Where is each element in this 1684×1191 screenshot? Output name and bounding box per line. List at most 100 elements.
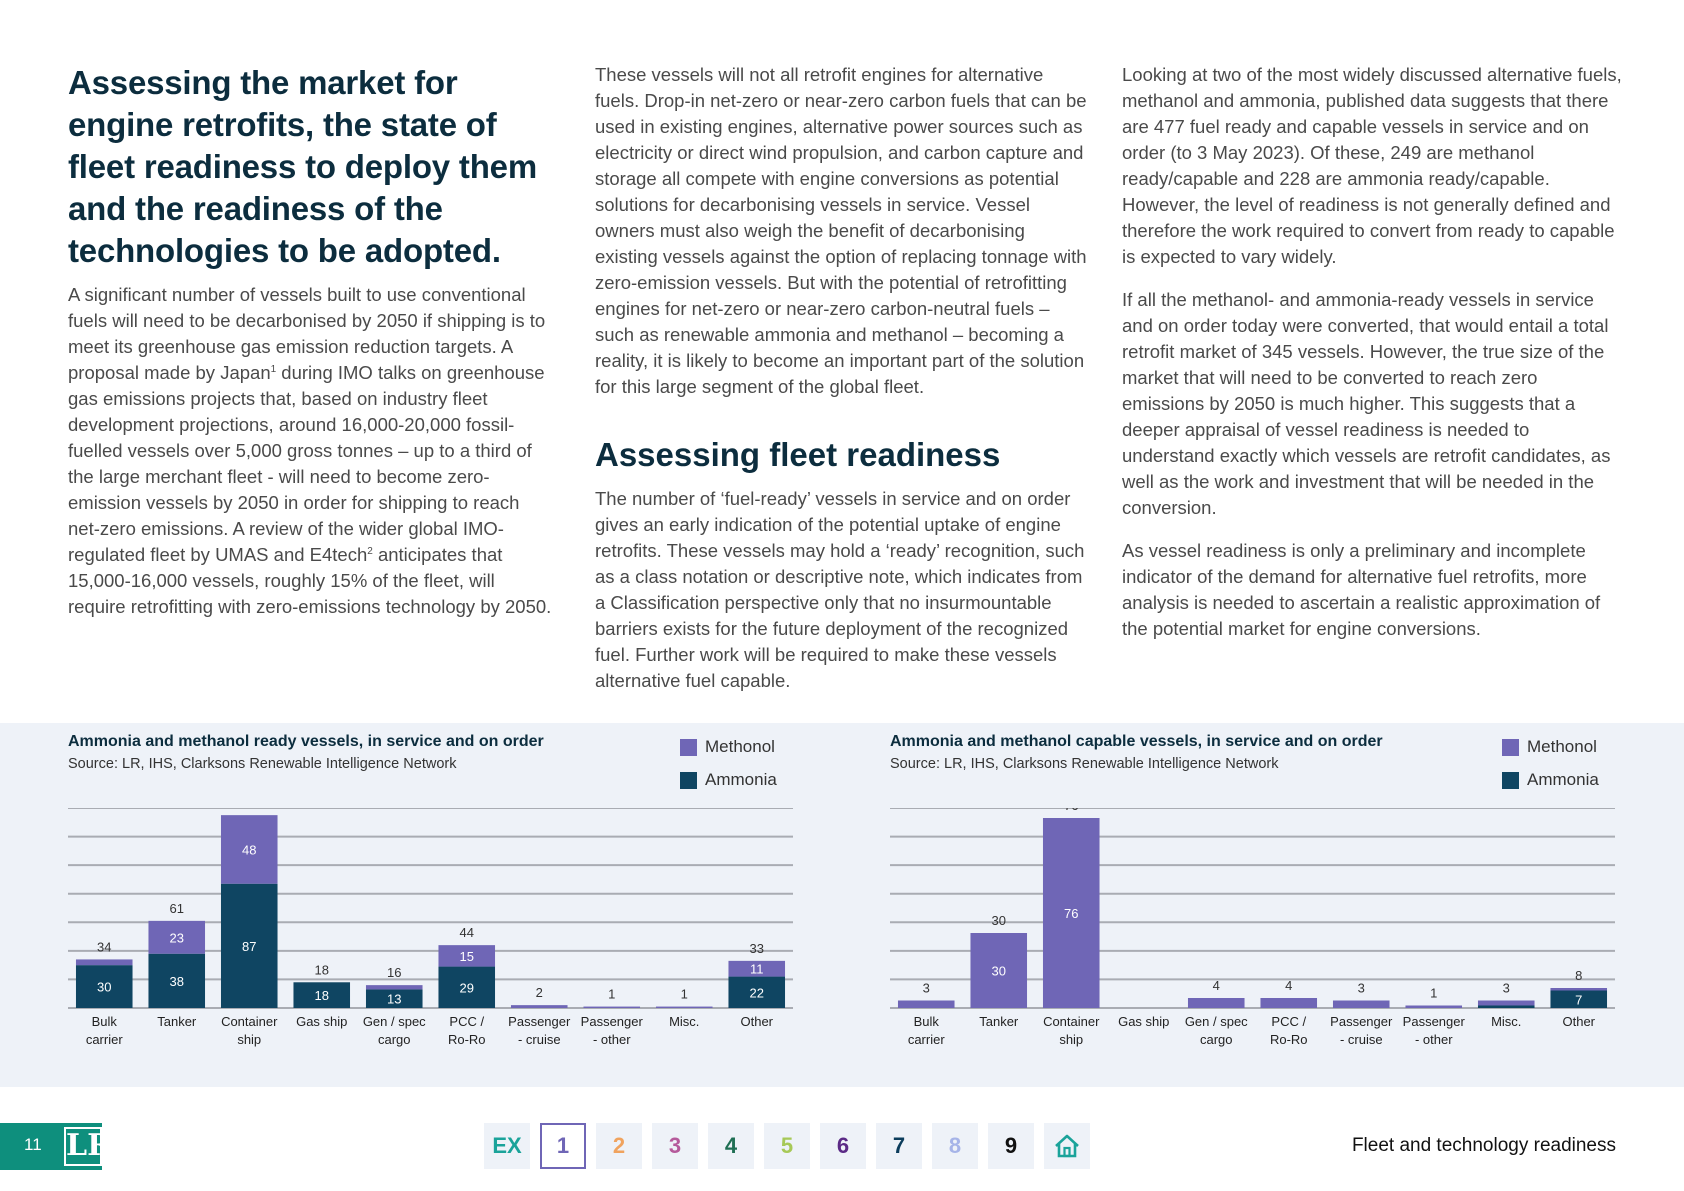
total-label-0: 3 bbox=[923, 981, 930, 996]
intro-paragraph: A significant number of vessels built to… bbox=[68, 284, 552, 617]
category-label-9: Other bbox=[740, 1014, 773, 1029]
category-label-3: Gas ship bbox=[1118, 1014, 1169, 1029]
nav-item-5[interactable]: 5 bbox=[764, 1123, 810, 1169]
bar-methanol-0 bbox=[897, 1000, 955, 1008]
lr-logo[interactable]: LR bbox=[64, 1127, 112, 1166]
chart-1-ready-vessels: 30 34 Bulk carrier 38 23 61 Tanker 87 48 135 Contai… bbox=[68, 808, 793, 1047]
home-icon[interactable] bbox=[1044, 1123, 1090, 1169]
total-label-1: 61 bbox=[170, 901, 184, 916]
data-label-methanol-1: 23 bbox=[170, 930, 184, 945]
legend-swatch-methanol bbox=[1502, 738, 1519, 756]
chart-2-legend-methanol: Methonol bbox=[1502, 737, 1597, 757]
category-label-2: ship bbox=[237, 1032, 261, 1047]
nav-item-3[interactable]: 3 bbox=[652, 1123, 698, 1169]
category-label-6: Passenger bbox=[1330, 1014, 1393, 1029]
bar-methanol-5 bbox=[438, 945, 496, 967]
chart-1-title: Ammonia and methanol ready vessels, in s… bbox=[68, 733, 544, 750]
footnote-1[interactable]: 1 bbox=[270, 363, 277, 375]
total-label-8: 1 bbox=[681, 987, 688, 1002]
nav-item-1[interactable]: 1 bbox=[540, 1123, 586, 1169]
data-label-methanol-5: 15 bbox=[460, 949, 474, 964]
page-number: 11 bbox=[24, 1135, 42, 1154]
category-label-4: cargo bbox=[378, 1032, 411, 1047]
legend-swatch-ammonia bbox=[680, 771, 697, 789]
nav-item-4[interactable]: 4 bbox=[708, 1123, 754, 1169]
category-label-1: Tanker bbox=[979, 1014, 1019, 1029]
section-heading-fleet-readiness: Assessing fleet readiness bbox=[595, 436, 1001, 473]
main-heading: Assessing the market for engine retrofit… bbox=[68, 64, 537, 269]
total-label-1: 30 bbox=[992, 913, 1006, 928]
data-label-ammonia-9: 7 bbox=[1575, 992, 1582, 1007]
category-label-6: Passenger bbox=[508, 1014, 571, 1029]
legend-swatch-ammonia bbox=[1502, 771, 1519, 789]
data-label-methanol-9: 11 bbox=[750, 962, 764, 977]
bar-methanol-2 bbox=[1042, 818, 1100, 1008]
category-label-8: Misc. bbox=[669, 1014, 699, 1029]
category-label-6: - cruise bbox=[518, 1032, 561, 1047]
category-label-5: Ro-Ro bbox=[448, 1032, 486, 1047]
total-label-6: 3 bbox=[1358, 981, 1365, 996]
data-label-ammonia-3: 18 bbox=[315, 988, 329, 1003]
category-label-1: Tanker bbox=[157, 1014, 197, 1029]
total-label-3: 18 bbox=[315, 962, 329, 977]
bar-methanol-4 bbox=[365, 985, 423, 990]
total-label-6: 2 bbox=[536, 985, 543, 1000]
total-label-4: 16 bbox=[387, 965, 401, 980]
chart-2-title: Ammonia and methanol capable vessels, in… bbox=[890, 733, 1383, 750]
bar-methanol-7 bbox=[583, 1006, 641, 1008]
category-label-8: Misc. bbox=[1491, 1014, 1521, 1029]
data-label-ammonia-1: 38 bbox=[170, 974, 184, 989]
paragraph-methanol-ammonia: Looking at two of the most widely discus… bbox=[1122, 64, 1622, 267]
chart-1-source: Source: LR, IHS, Clarksons Renewable Int… bbox=[68, 756, 457, 772]
chart-2-source: Source: LR, IHS, Clarksons Renewable Int… bbox=[890, 756, 1279, 772]
total-label-8: 3 bbox=[1503, 981, 1510, 996]
bar-methanol-8 bbox=[655, 1006, 713, 1008]
section-navigation: EX 1 2 3 4 5 6 7 8 9 bbox=[484, 1123, 1090, 1169]
nav-item-2[interactable]: 2 bbox=[596, 1123, 642, 1169]
category-label-4: Gen / spec bbox=[363, 1014, 426, 1029]
total-label-2: 135 bbox=[238, 808, 260, 810]
total-label-7: 1 bbox=[608, 987, 615, 1002]
category-label-5: PCC / bbox=[449, 1014, 484, 1029]
total-label-5: 4 bbox=[1285, 978, 1292, 993]
bar-methanol-5 bbox=[1260, 998, 1318, 1008]
paragraph-retrofit-market: If all the methanol- and ammonia-ready v… bbox=[1122, 289, 1611, 518]
total-label-4: 4 bbox=[1213, 978, 1220, 993]
nav-item-6[interactable]: 6 bbox=[820, 1123, 866, 1169]
data-label-ammonia-5: 29 bbox=[460, 980, 474, 995]
column-1: Assessing the market for engine retrofit… bbox=[68, 62, 554, 620]
category-label-5: Ro-Ro bbox=[1270, 1032, 1308, 1047]
bar-methanol-6 bbox=[510, 1005, 568, 1008]
bar-methanol-0 bbox=[75, 959, 133, 966]
chart-2-capable-vessels: 3 Bulk carrier 30 30 Tanker 76 76 Container ship G… bbox=[890, 808, 1615, 1047]
chart-2-legend-ammonia: Ammonia bbox=[1502, 770, 1599, 790]
data-label-ammonia-2: 87 bbox=[242, 939, 256, 954]
bar-ammonia-5 bbox=[438, 966, 496, 1008]
paragraph-fuel-ready: The number of ‘fuel-ready’ vessels in se… bbox=[595, 488, 1085, 691]
footer: 11 LR EX 1 2 3 4 5 6 7 8 9 Fleet and technology r… bbox=[0, 1123, 1684, 1171]
bar-methanol-7 bbox=[1405, 1005, 1463, 1008]
category-label-4: cargo bbox=[1200, 1032, 1233, 1047]
category-label-9: Other bbox=[1562, 1014, 1595, 1029]
category-label-2: Container bbox=[1043, 1014, 1100, 1029]
bar-ammonia-1 bbox=[148, 953, 206, 1008]
bar-ammonia-9 bbox=[728, 976, 786, 1008]
total-label-9: 33 bbox=[750, 941, 764, 956]
category-label-7: - other bbox=[593, 1032, 631, 1047]
total-label-9: 8 bbox=[1575, 968, 1582, 983]
data-label-methanol-2: 76 bbox=[1064, 906, 1078, 921]
bar-methanol-6 bbox=[1332, 1000, 1390, 1008]
category-label-0: carrier bbox=[908, 1032, 946, 1047]
nav-item-9[interactable]: 9 bbox=[988, 1123, 1034, 1169]
nav-item-8[interactable]: 8 bbox=[932, 1123, 978, 1169]
paragraph-retrofit-options: These vessels will not all retrofit engi… bbox=[595, 64, 1087, 397]
bar-methanol-1 bbox=[970, 933, 1028, 1008]
data-label-ammonia-4: 13 bbox=[387, 992, 401, 1007]
nav-item-ex[interactable]: EX bbox=[484, 1123, 530, 1169]
category-label-6: - cruise bbox=[1340, 1032, 1383, 1047]
nav-item-7[interactable]: 7 bbox=[876, 1123, 922, 1169]
bar-ammonia-9 bbox=[1550, 990, 1608, 1008]
footnote-2[interactable]: 2 bbox=[367, 545, 373, 557]
category-label-0: Bulk bbox=[914, 1014, 940, 1029]
data-label-ammonia-0: 30 bbox=[97, 980, 111, 995]
